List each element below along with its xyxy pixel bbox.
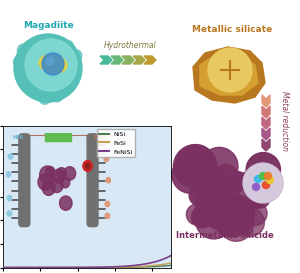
Circle shape — [176, 145, 215, 183]
Circle shape — [28, 38, 40, 51]
Circle shape — [196, 171, 224, 198]
Circle shape — [260, 173, 266, 180]
Ellipse shape — [39, 55, 67, 73]
Polygon shape — [262, 128, 270, 140]
Circle shape — [213, 164, 238, 189]
Circle shape — [196, 188, 233, 225]
Circle shape — [28, 85, 40, 97]
Circle shape — [236, 208, 265, 237]
Circle shape — [17, 44, 29, 56]
Circle shape — [172, 156, 209, 193]
Circle shape — [64, 72, 76, 84]
Circle shape — [69, 62, 81, 74]
Circle shape — [17, 67, 29, 79]
Circle shape — [173, 145, 217, 188]
Circle shape — [224, 204, 251, 232]
Circle shape — [243, 163, 283, 203]
Text: Intermetallic silicide: Intermetallic silicide — [176, 232, 274, 241]
Circle shape — [46, 57, 54, 65]
Circle shape — [191, 206, 213, 228]
Circle shape — [254, 176, 262, 182]
Circle shape — [253, 183, 260, 191]
Polygon shape — [100, 56, 112, 64]
Polygon shape — [262, 106, 270, 118]
Circle shape — [248, 185, 271, 208]
Circle shape — [186, 204, 207, 225]
Polygon shape — [200, 55, 258, 95]
Circle shape — [211, 194, 254, 237]
Text: Metallic silicate: Metallic silicate — [192, 25, 272, 34]
Circle shape — [14, 34, 82, 102]
Polygon shape — [262, 95, 270, 107]
Circle shape — [50, 38, 62, 50]
Circle shape — [243, 201, 267, 225]
Circle shape — [243, 173, 271, 201]
Polygon shape — [133, 56, 145, 64]
Circle shape — [262, 182, 269, 188]
Circle shape — [200, 180, 224, 204]
Circle shape — [25, 39, 77, 91]
Text: Magadiite: Magadiite — [22, 20, 74, 29]
Polygon shape — [193, 47, 265, 103]
Circle shape — [219, 207, 254, 241]
Legend: NiSi, FeSi, FeNiSi: NiSi, FeSi, FeNiSi — [97, 129, 136, 157]
Polygon shape — [262, 117, 270, 129]
Circle shape — [22, 76, 34, 88]
Circle shape — [208, 48, 252, 92]
Circle shape — [200, 147, 238, 185]
Text: Hydrothermal: Hydrothermal — [103, 40, 156, 49]
Circle shape — [246, 153, 280, 187]
Circle shape — [59, 81, 71, 93]
Circle shape — [14, 56, 26, 68]
Circle shape — [230, 172, 268, 210]
Polygon shape — [122, 56, 134, 64]
Polygon shape — [111, 56, 123, 64]
Circle shape — [40, 38, 52, 50]
Circle shape — [220, 189, 241, 210]
Text: Metal reduction: Metal reduction — [280, 91, 289, 151]
Circle shape — [70, 50, 82, 62]
Circle shape — [226, 171, 247, 192]
Circle shape — [266, 177, 274, 183]
Circle shape — [42, 53, 64, 75]
Circle shape — [69, 62, 81, 74]
Circle shape — [189, 185, 210, 206]
Circle shape — [51, 90, 63, 102]
Circle shape — [244, 164, 282, 202]
Polygon shape — [262, 139, 270, 151]
Polygon shape — [144, 56, 156, 64]
Circle shape — [196, 203, 232, 239]
Circle shape — [39, 92, 51, 104]
Circle shape — [199, 178, 229, 209]
Circle shape — [61, 40, 74, 52]
Circle shape — [265, 173, 272, 180]
Circle shape — [200, 190, 240, 230]
